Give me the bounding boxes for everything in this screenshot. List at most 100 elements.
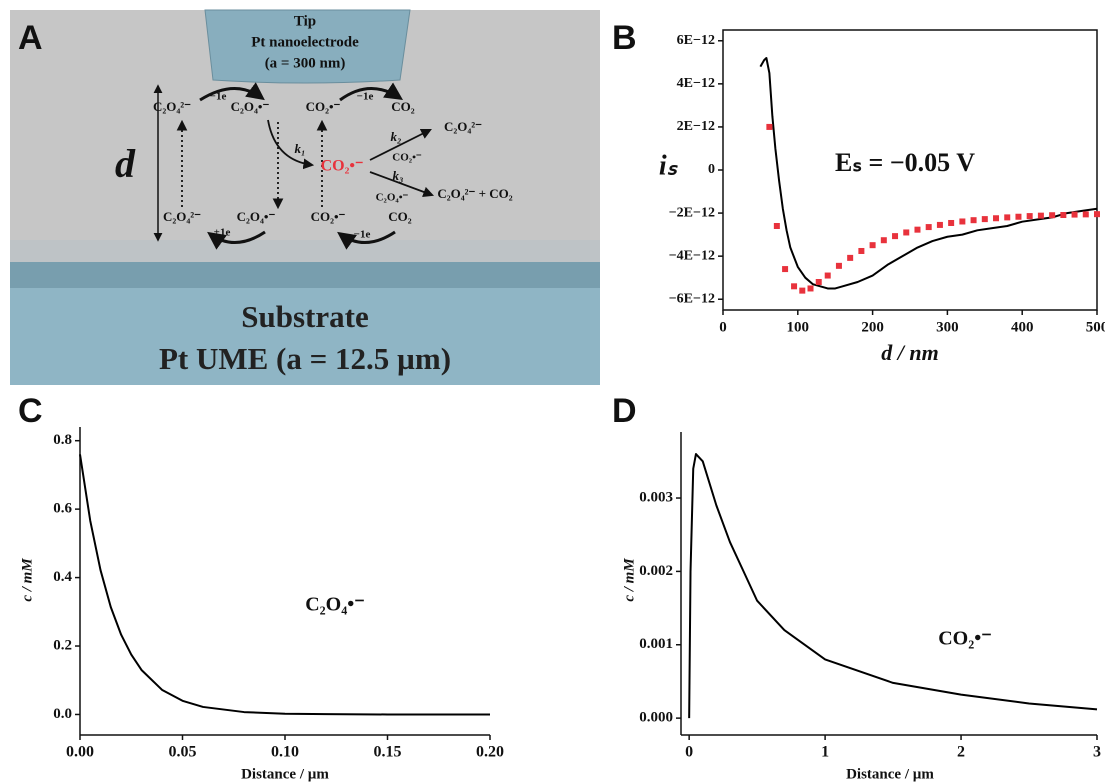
substrate-label: Pt UME (a = 12.5 µm) <box>159 341 451 376</box>
rate-constant: k₂ <box>390 129 401 144</box>
x-axis-label: d / nm <box>881 340 938 365</box>
data-point <box>1049 212 1056 219</box>
y-tick-label: −2E−12 <box>669 205 715 220</box>
panel-letter: D <box>612 392 637 430</box>
data-line <box>759 57 1098 290</box>
distance-label: d <box>115 141 136 186</box>
data-point <box>948 219 955 226</box>
data-point <box>880 237 887 244</box>
species: C₂O₄²⁻ + CO₂ <box>437 186 512 201</box>
y-axis-label: c / mM <box>19 558 35 602</box>
data-point <box>824 272 831 279</box>
tip-electrode <box>204 9 411 84</box>
y-tick-label: 0.2 <box>53 637 72 653</box>
species: C₂O₄•⁻ <box>231 99 270 114</box>
y-tick-label: 4E−12 <box>677 76 715 91</box>
species: CO₂•⁻ <box>392 152 422 164</box>
y-tick-label: 0.003 <box>639 489 673 505</box>
data-point <box>959 218 966 225</box>
data-point <box>1082 211 1089 218</box>
data-point <box>807 285 814 292</box>
y-tick-label: −4E−12 <box>669 248 715 263</box>
species: C₂O₄²⁻ <box>163 209 201 224</box>
tip-label: (a = 300 nm) <box>265 55 346 71</box>
species: C₂O₄²⁻ <box>153 99 191 114</box>
data-point <box>981 216 988 223</box>
arrow <box>369 129 432 161</box>
data-point <box>1060 212 1067 219</box>
data-point <box>1015 213 1022 220</box>
y-tick-label: 0.0 <box>53 706 72 722</box>
species: CO₂•⁻ <box>311 209 346 224</box>
data-point <box>799 287 806 294</box>
y-tick-label: 6E−12 <box>677 33 715 48</box>
substrate <box>10 288 600 385</box>
data-point <box>993 215 1000 222</box>
tip-label: Pt nanoelectrode <box>251 34 359 50</box>
x-tick-label: 0.00 <box>66 744 94 761</box>
electron-label: −1e <box>354 229 371 241</box>
panel-letter: B <box>612 19 637 57</box>
rate-constant: k₁ <box>294 141 305 156</box>
species: C₂O₄²⁻ <box>444 119 482 134</box>
x-tick-label: 300 <box>936 319 959 335</box>
x-tick-label: 0 <box>719 319 727 335</box>
data-point <box>1004 214 1011 221</box>
species: C₂O₄•⁻ <box>376 192 409 204</box>
rate-constant: k₃ <box>392 168 403 183</box>
panel-letter: A <box>18 19 43 57</box>
x-tick-label: 0.10 <box>271 744 299 761</box>
x-tick-label: 100 <box>787 319 810 335</box>
arrow <box>337 230 396 250</box>
arrow <box>369 171 435 198</box>
y-tick-label: 0.001 <box>639 636 673 652</box>
electron-label: −1e <box>210 91 227 103</box>
data-point <box>892 233 899 240</box>
arrow <box>267 119 315 170</box>
data-line <box>688 453 1098 719</box>
electron-label: +1e <box>214 227 231 239</box>
x-tick-label: 200 <box>861 319 884 335</box>
y-tick-label: 0.6 <box>53 501 72 517</box>
data-point <box>903 229 910 236</box>
x-tick-label: 0.20 <box>476 744 504 761</box>
electron-label: −1e <box>357 91 374 103</box>
x-tick-label: 400 <box>1011 319 1034 335</box>
data-point <box>970 217 977 224</box>
panel-letter: C <box>18 392 43 430</box>
annotation: CO₂•⁻ <box>938 628 992 650</box>
data-point <box>936 221 943 228</box>
substrate-edge <box>10 262 600 288</box>
data-point <box>791 283 798 290</box>
data-point <box>847 254 854 261</box>
panel-a: Tip Pt nanoelectrode (a = 300 nm) d Subs… <box>10 9 600 385</box>
x-tick-label: 0 <box>685 744 693 761</box>
y-axis-label: c / mM <box>621 558 637 602</box>
surface-layer <box>10 240 600 262</box>
x-tick-label: 0.05 <box>169 744 197 761</box>
species: CO₂•⁻ <box>306 99 341 114</box>
species: CO₂ <box>388 209 412 224</box>
data-point <box>835 262 842 269</box>
data-point <box>773 223 780 229</box>
arrow <box>207 230 266 250</box>
y-tick-label: 2E−12 <box>677 119 715 134</box>
y-tick-label: 0.000 <box>639 710 673 726</box>
data-point <box>1037 212 1044 219</box>
x-axis-label: Distance / µm <box>846 766 934 782</box>
data-point <box>1071 211 1078 218</box>
arrow <box>199 82 265 102</box>
radical-species: CO₂•⁻ <box>321 158 364 175</box>
data-point <box>925 224 932 231</box>
x-tick-label: 500 <box>1086 319 1105 335</box>
y-tick-label: 0.4 <box>53 569 72 585</box>
y-tick-label: −6E−12 <box>669 291 715 306</box>
annotation: Eₛ = −0.05 V <box>835 148 975 177</box>
data-point <box>858 247 865 254</box>
y-axis-label: iₛ <box>659 150 679 181</box>
y-tick-label: 0.002 <box>639 563 673 579</box>
data-line <box>79 454 490 716</box>
annotation: C₂O₄•⁻ <box>305 594 365 616</box>
data-point <box>766 123 773 130</box>
substrate-label: Substrate <box>241 299 368 334</box>
